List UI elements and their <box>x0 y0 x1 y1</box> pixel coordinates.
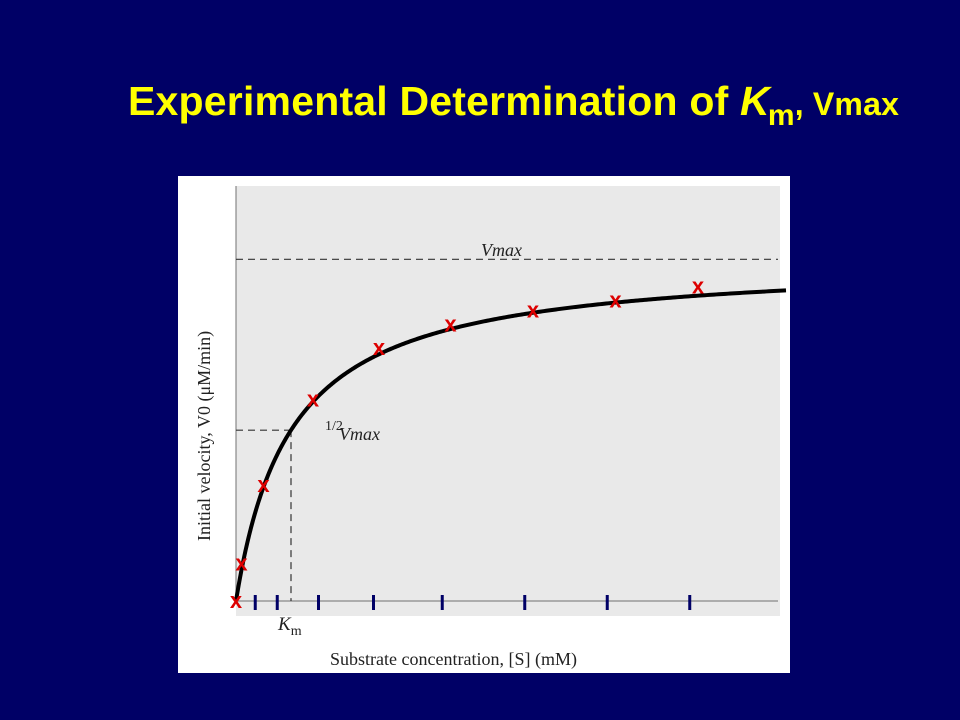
data-point-marker: x <box>307 386 320 411</box>
km-label-sub: m <box>291 624 302 639</box>
data-point-marker: x <box>444 311 457 336</box>
data-point-marker: x <box>609 287 622 312</box>
half-vmax-frac: 1/2 <box>325 419 343 434</box>
title-vmax: , Vmax <box>794 86 900 122</box>
title-km-symbol: K <box>740 78 770 124</box>
title-km-subscript: m <box>767 99 795 132</box>
data-point-marker: x <box>692 274 705 299</box>
data-point-marker: x <box>235 550 248 575</box>
x-axis-label: Substrate concentration, [S] (mM) <box>330 649 577 670</box>
data-point-marker: x <box>373 335 386 360</box>
plot-panel <box>236 186 780 616</box>
data-point-marker: x <box>230 588 243 613</box>
michaelis-menten-curve <box>234 288 787 602</box>
km-label: Km <box>277 614 302 639</box>
vmax-label-v: Vmax <box>481 240 522 260</box>
data-point-marker: x <box>257 472 270 497</box>
half-vmax-label: Vmax <box>339 424 380 444</box>
data-point-marker: x <box>527 298 540 323</box>
km-label-k: K <box>277 614 292 635</box>
slide-title: Experimental Determination of Km, Vmax <box>128 78 899 133</box>
vmax-label: Vmax <box>481 240 522 260</box>
title-main: Experimental Determination of <box>128 78 741 124</box>
y-axis-label: Initial velocity, V0 (μM/min) <box>194 331 215 541</box>
